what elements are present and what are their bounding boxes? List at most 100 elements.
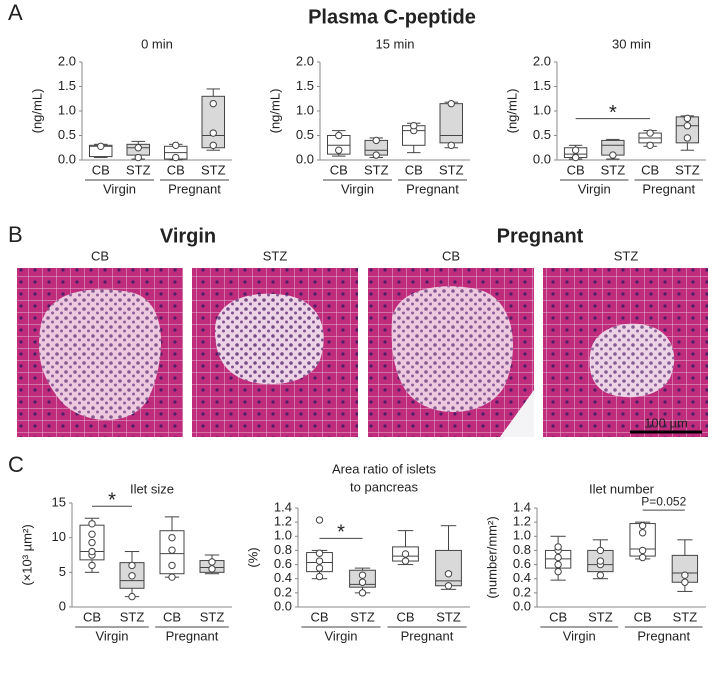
x-tick-label: CB: [163, 609, 181, 624]
data-point: [372, 136, 380, 145]
y-tick-label: 0: [59, 598, 66, 613]
data-point: [444, 582, 453, 590]
y-tick-label: 0.0: [296, 151, 314, 166]
x-tick-label: STZ: [436, 609, 461, 624]
figure-title: Plasma C-peptide: [308, 6, 476, 28]
y-tick-label: 0.0: [58, 151, 76, 166]
y-tick-label: 0.2: [513, 584, 531, 599]
image-label: STZ: [263, 248, 288, 263]
chart-title: 0 min: [141, 36, 173, 51]
x-tick-label: STZ: [200, 609, 225, 624]
x-tick-label: STZ: [588, 609, 613, 624]
chart-title: to pancreas: [350, 479, 418, 494]
y-tick-label: 0.2: [274, 584, 292, 599]
data-point: [315, 549, 324, 557]
image-label: CB: [442, 248, 460, 263]
data-point: [172, 141, 180, 150]
y-tick-label: 0.0: [513, 598, 531, 613]
scale-bar-label: 100 µm: [644, 415, 688, 430]
y-tick-label: 0.5: [533, 127, 551, 142]
x-tick-label: CB: [167, 162, 185, 177]
group-label: Virgin: [578, 181, 611, 196]
data-point: [88, 538, 96, 547]
data-point: [208, 558, 216, 566]
y-tick-label: 1.4: [513, 499, 531, 514]
data-point: [128, 572, 136, 580]
data-point: [609, 151, 617, 159]
data-point: [209, 141, 217, 150]
box: [439, 103, 463, 144]
group-label: Virgin: [563, 628, 596, 643]
data-point: [358, 589, 367, 597]
y-axis-label: (ng/mL): [29, 89, 44, 134]
x-tick-label: CB: [567, 162, 585, 177]
image-label: STZ: [614, 248, 639, 263]
y-tick-label: 1.0: [58, 102, 76, 117]
x-tick-label: STZ: [364, 162, 389, 177]
x-tick-label: CB: [330, 162, 348, 177]
y-tick-label: 0.5: [296, 127, 314, 142]
group-title: Virgin: [160, 225, 216, 247]
data-point: [638, 521, 647, 530]
x-tick-label: CB: [396, 609, 414, 624]
x-tick-label: STZ: [601, 162, 626, 177]
x-tick-label: STZ: [126, 162, 151, 177]
data-point: [681, 578, 689, 586]
x-tick-label: CB: [310, 609, 328, 624]
data-point: [683, 114, 692, 123]
data-point: [401, 550, 410, 558]
data-point: [638, 553, 647, 562]
histology-image: [368, 268, 534, 437]
significance-label: *: [609, 102, 617, 124]
y-tick-label: 0.6: [513, 556, 531, 571]
data-point: [638, 529, 647, 537]
x-tick-label: CB: [549, 609, 567, 624]
panel-label: B: [8, 222, 23, 247]
y-tick-label: 15: [52, 494, 66, 509]
y-tick-label: 1.0: [513, 528, 531, 543]
data-point: [315, 557, 324, 565]
group-title: Pregnant: [497, 225, 584, 247]
data-point: [134, 153, 142, 162]
image-label: CB: [91, 248, 109, 263]
chart-title: Area ratio of islets: [332, 461, 437, 476]
data-point: [596, 557, 605, 565]
x-tick-label: CB: [641, 162, 659, 177]
y-axis-label: (ng/mL): [504, 89, 519, 134]
data-point: [97, 142, 105, 150]
data-point: [372, 151, 380, 159]
y-tick-label: 1.0: [274, 528, 292, 543]
y-tick-label: 1.2: [513, 514, 531, 529]
y-tick-label: 1.0: [533, 102, 551, 117]
group-label: Virgin: [95, 628, 128, 643]
y-tick-label: 0.4: [274, 570, 292, 585]
histology-image: [192, 268, 358, 437]
y-axis-label: (number/mm²): [484, 516, 499, 598]
data-point: [401, 557, 410, 565]
data-point: [88, 520, 96, 528]
x-tick-label: STZ: [439, 162, 464, 177]
data-point: [88, 530, 96, 538]
group-label: Virgin: [341, 181, 374, 196]
group-label: Virgin: [324, 628, 357, 643]
chart-title: 30 min: [612, 36, 651, 51]
y-tick-label: 1.5: [58, 78, 76, 93]
y-tick-label: 0.0: [274, 598, 292, 613]
data-point: [168, 573, 176, 581]
y-tick-label: 10: [52, 529, 66, 544]
data-point: [172, 153, 180, 162]
data-point: [683, 122, 692, 130]
significance-label: P=0.052: [641, 494, 686, 508]
data-point: [554, 567, 562, 576]
data-point: [646, 141, 654, 150]
y-tick-label: 1.5: [533, 78, 551, 93]
histology-image: [543, 268, 708, 437]
data-point: [134, 144, 142, 152]
chart-title: Ilet number: [589, 481, 655, 496]
x-tick-label: CB: [83, 609, 101, 624]
data-point: [335, 146, 343, 154]
chart-title: Ilet size: [130, 481, 174, 496]
y-tick-label: 1.4: [274, 499, 292, 514]
data-point: [596, 546, 605, 555]
